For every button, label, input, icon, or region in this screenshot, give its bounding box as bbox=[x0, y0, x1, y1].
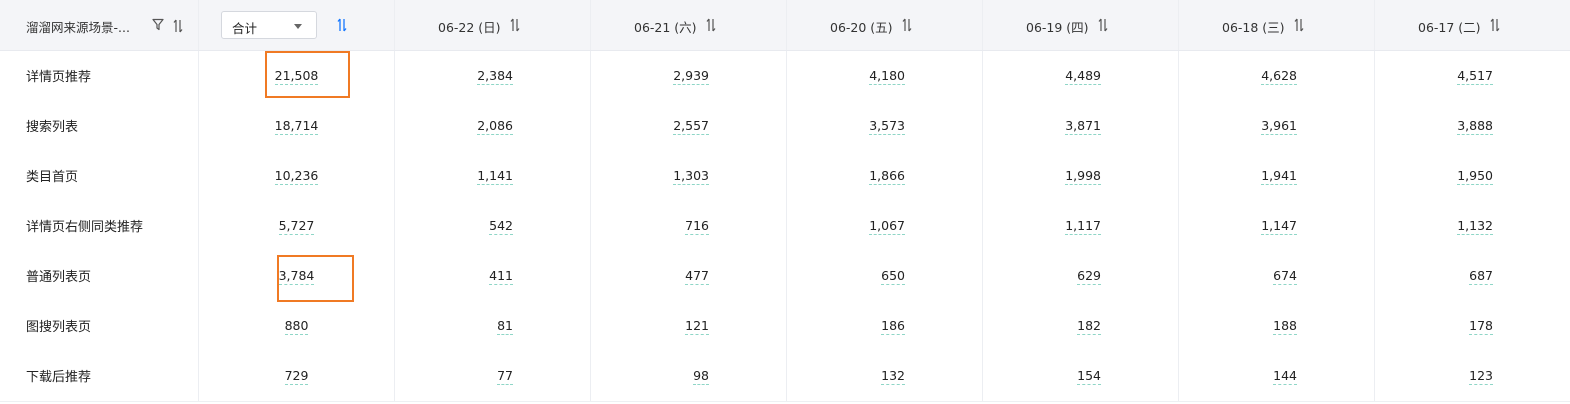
sort-icon[interactable] bbox=[1490, 17, 1500, 36]
sort-icon[interactable] bbox=[1294, 17, 1304, 36]
table-row: 详情页右侧同类推荐 5,727 542 716 1,067 1,117 1,14… bbox=[0, 201, 1570, 252]
table-cell-value[interactable]: 188 bbox=[1273, 318, 1297, 335]
table-cell-value[interactable]: 687 bbox=[1469, 268, 1493, 285]
table-cell-value[interactable]: 2,557 bbox=[673, 118, 709, 135]
total-value[interactable]: 21,508 bbox=[274, 68, 319, 85]
row-label: 详情页右侧同类推荐 bbox=[26, 220, 144, 235]
table-row: 类目首页 10,236 1,141 1,303 1,866 1,998 1,94… bbox=[0, 151, 1570, 202]
table-row: 搜索列表 18,714 2,086 2,557 3,573 3,871 3,96… bbox=[0, 101, 1570, 152]
row-label: 普通列表页 bbox=[26, 270, 92, 285]
table-cell-value[interactable]: 81 bbox=[497, 318, 513, 335]
table-cell-value[interactable]: 4,180 bbox=[869, 68, 905, 85]
header-date-cell: 06-19 (四) bbox=[983, 0, 1179, 50]
table-cell-value[interactable]: 477 bbox=[685, 268, 709, 285]
table-cell-value[interactable]: 1,998 bbox=[1065, 168, 1101, 185]
row-label: 图搜列表页 bbox=[26, 320, 92, 335]
table-cell-value[interactable]: 4,489 bbox=[1065, 68, 1101, 85]
table-cell-value[interactable]: 1,941 bbox=[1261, 168, 1297, 185]
header-date-cell: 06-22 (日) bbox=[395, 0, 591, 50]
header-date-cell: 06-18 (三) bbox=[1179, 0, 1375, 50]
table-cell-value[interactable]: 2,939 bbox=[673, 68, 709, 85]
table-cell-value[interactable]: 3,888 bbox=[1457, 118, 1493, 135]
sort-icon[interactable] bbox=[706, 17, 716, 36]
table-cell-value[interactable]: 2,086 bbox=[477, 118, 513, 135]
table-row: 下载后推荐 729 77 98 132 154 144 123 bbox=[0, 351, 1570, 402]
table-cell-value[interactable]: 123 bbox=[1469, 368, 1493, 385]
sort-icon[interactable] bbox=[902, 17, 912, 36]
row-label: 类目首页 bbox=[26, 170, 79, 185]
table-cell-value[interactable]: 144 bbox=[1273, 368, 1297, 385]
table-cell-value[interactable]: 132 bbox=[881, 368, 905, 385]
table-cell-value[interactable]: 716 bbox=[685, 218, 709, 235]
table-cell-value[interactable]: 1,132 bbox=[1457, 218, 1493, 235]
table-cell-value[interactable]: 98 bbox=[693, 368, 709, 385]
sort-icon[interactable] bbox=[1098, 17, 1108, 36]
total-value[interactable]: 5,727 bbox=[278, 218, 315, 235]
table-cell-value[interactable]: 1,303 bbox=[673, 168, 709, 185]
table-cell-value[interactable]: 3,871 bbox=[1065, 118, 1101, 135]
header-date-label: 06-21 (六) bbox=[634, 20, 697, 35]
table-cell-value[interactable]: 3,573 bbox=[869, 118, 905, 135]
table-row: 普通列表页 3,784 411 477 650 629 674 687 bbox=[0, 251, 1570, 302]
aggregate-select-value: 合计 bbox=[232, 21, 258, 36]
header-aggregate-cell: 合计 bbox=[199, 0, 395, 50]
header-dimension-label: 溜溜网来源场景-... bbox=[26, 20, 130, 35]
header-date-cell: 06-17 (二) bbox=[1375, 0, 1570, 50]
header-date-label: 06-22 (日) bbox=[438, 20, 501, 35]
table-cell-value[interactable]: 4,517 bbox=[1457, 68, 1493, 85]
table-cell-value[interactable]: 182 bbox=[1077, 318, 1101, 335]
table-row: 图搜列表页 880 81 121 186 182 188 178 bbox=[0, 301, 1570, 352]
table-cell-value[interactable]: 629 bbox=[1077, 268, 1101, 285]
total-value[interactable]: 729 bbox=[284, 368, 309, 385]
table-cell-value[interactable]: 3,961 bbox=[1261, 118, 1297, 135]
header-date-label: 06-17 (二) bbox=[1418, 20, 1481, 35]
table-cell-value[interactable]: 2,384 bbox=[477, 68, 513, 85]
table-cell-value[interactable]: 1,067 bbox=[869, 218, 905, 235]
table-cell-value[interactable]: 1,866 bbox=[869, 168, 905, 185]
table-cell-value[interactable]: 121 bbox=[685, 318, 709, 335]
row-label: 详情页推荐 bbox=[26, 70, 92, 85]
header-dimension-cell: 溜溜网来源场景-... bbox=[0, 0, 199, 50]
sort-icon[interactable] bbox=[173, 19, 183, 33]
filter-icon[interactable] bbox=[152, 16, 164, 35]
aggregate-select[interactable]: 合计 bbox=[221, 11, 317, 39]
table-row: 详情页推荐 21,508 2,384 2,939 4,180 4,489 4,6… bbox=[0, 51, 1570, 102]
table-cell-value[interactable]: 1,117 bbox=[1065, 218, 1101, 235]
header-date-label: 06-20 (五) bbox=[830, 20, 893, 35]
table-cell-value[interactable]: 650 bbox=[881, 268, 905, 285]
table-cell-value[interactable]: 1,147 bbox=[1261, 218, 1297, 235]
table-header: 溜溜网来源场景-... 合计 06-22 (日) bbox=[0, 0, 1570, 51]
chevron-down-icon bbox=[294, 24, 302, 29]
table-cell-value[interactable]: 1,950 bbox=[1457, 168, 1493, 185]
sort-icon[interactable] bbox=[510, 17, 520, 36]
row-label: 搜索列表 bbox=[26, 120, 79, 135]
table-cell-value[interactable]: 411 bbox=[489, 268, 513, 285]
header-date-label: 06-19 (四) bbox=[1026, 20, 1089, 35]
total-value[interactable]: 18,714 bbox=[274, 118, 319, 135]
table-cell-value[interactable]: 1,141 bbox=[477, 168, 513, 185]
table-cell-value[interactable]: 178 bbox=[1469, 318, 1493, 335]
sort-active-icon[interactable] bbox=[337, 17, 347, 36]
table-cell-value[interactable]: 4,628 bbox=[1261, 68, 1297, 85]
table-cell-value[interactable]: 674 bbox=[1273, 268, 1297, 285]
total-value[interactable]: 10,236 bbox=[274, 168, 319, 185]
table-cell-value[interactable]: 186 bbox=[881, 318, 905, 335]
total-value[interactable]: 3,784 bbox=[278, 268, 315, 285]
header-date-label: 06-18 (三) bbox=[1222, 20, 1285, 35]
header-date-cell: 06-21 (六) bbox=[591, 0, 787, 50]
table-cell-value[interactable]: 542 bbox=[489, 218, 513, 235]
table-cell-value[interactable]: 77 bbox=[497, 368, 513, 385]
table-cell-value[interactable]: 154 bbox=[1077, 368, 1101, 385]
total-value[interactable]: 880 bbox=[284, 318, 309, 335]
header-date-cell: 06-20 (五) bbox=[787, 0, 983, 50]
row-label: 下载后推荐 bbox=[26, 370, 92, 385]
